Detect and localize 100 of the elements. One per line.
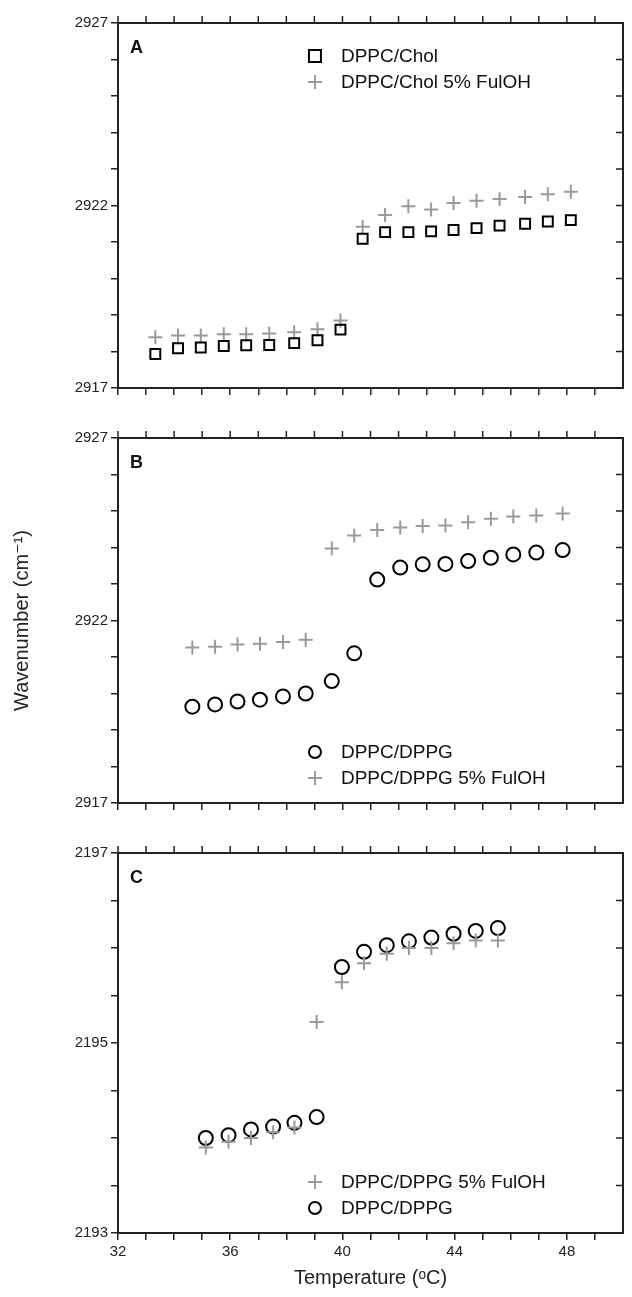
point	[308, 1014, 325, 1031]
point	[192, 327, 209, 344]
point	[149, 348, 162, 361]
point	[217, 340, 230, 352]
point	[554, 542, 571, 559]
point	[251, 635, 268, 652]
point	[437, 517, 454, 534]
point	[251, 691, 268, 708]
point	[505, 508, 522, 525]
point	[423, 201, 440, 218]
annotation: C	[130, 866, 143, 887]
legend-label: DPPC/DPPG	[340, 1197, 453, 1219]
point	[467, 922, 484, 939]
point	[554, 505, 571, 522]
legend-label: DPPC/DPPG	[340, 741, 453, 763]
point	[528, 507, 545, 524]
x-tick-label: 36	[221, 1242, 239, 1260]
point	[333, 959, 350, 975]
y-tick-label: 2922	[74, 610, 108, 628]
point	[286, 1114, 303, 1131]
point	[323, 673, 340, 690]
point	[263, 338, 276, 351]
point	[354, 218, 371, 235]
point	[346, 645, 363, 662]
point	[323, 540, 340, 557]
point	[229, 636, 246, 653]
x-tick-label: 40	[334, 1242, 351, 1260]
point	[468, 192, 485, 209]
point	[414, 517, 431, 534]
point	[308, 1109, 325, 1126]
point	[184, 639, 201, 656]
annotation: A	[130, 36, 143, 57]
point	[423, 940, 440, 956]
legend-label: DPPC/Chol 5% FulOH	[340, 71, 532, 93]
point	[229, 693, 246, 710]
y-tick-label: 2197	[74, 843, 108, 861]
point	[489, 932, 506, 949]
point	[356, 955, 373, 972]
legend-label: DPPC/DPPG 5% FulOH	[340, 767, 546, 789]
point	[242, 1130, 259, 1146]
y-tick-label: 2927	[74, 428, 108, 446]
point	[369, 521, 386, 538]
point	[378, 937, 395, 954]
point	[311, 334, 324, 347]
point	[528, 544, 545, 561]
point	[297, 631, 314, 648]
point	[172, 342, 184, 355]
point	[437, 555, 454, 572]
point	[332, 312, 349, 329]
point	[356, 943, 373, 960]
point	[197, 1130, 214, 1146]
point	[392, 559, 409, 576]
point	[346, 527, 363, 544]
y-tick-label: 2917	[74, 793, 108, 811]
point	[402, 226, 415, 239]
point	[423, 929, 440, 946]
point	[240, 339, 253, 352]
point	[470, 222, 483, 235]
point	[562, 183, 579, 200]
point	[489, 920, 506, 937]
point	[392, 519, 409, 536]
point	[414, 556, 431, 573]
point	[170, 327, 187, 344]
point	[286, 1119, 303, 1136]
point	[207, 638, 224, 655]
y-tick-label: 2917	[74, 378, 108, 396]
point	[482, 549, 499, 566]
point	[482, 510, 499, 527]
x-tick-label: 32	[109, 1242, 127, 1260]
point	[242, 1121, 259, 1138]
point	[517, 189, 534, 206]
point	[377, 206, 394, 223]
point	[493, 219, 506, 232]
point	[147, 329, 164, 346]
y-tick-label: 2922	[74, 195, 108, 213]
point	[519, 217, 532, 230]
point	[333, 974, 350, 991]
y-tick-label: 2195	[74, 1033, 108, 1051]
point	[467, 932, 484, 949]
x-tick-label: 48	[558, 1242, 576, 1260]
legend-label: DPPC/Chol	[340, 45, 439, 67]
point	[274, 634, 291, 651]
point	[445, 194, 462, 211]
annotation: B	[130, 451, 143, 472]
point	[491, 190, 508, 207]
point	[445, 935, 462, 952]
point	[297, 685, 314, 702]
point	[334, 323, 347, 336]
y-axis-title: Wavenumber (cm⁻¹)	[9, 530, 32, 711]
y-tick-label: 2193	[74, 1223, 108, 1241]
point	[265, 1118, 282, 1135]
x-tick-label: 44	[446, 1242, 464, 1260]
point	[220, 1127, 237, 1144]
point	[197, 1139, 214, 1156]
point	[460, 514, 477, 531]
point	[356, 232, 369, 245]
point	[369, 571, 386, 588]
point	[220, 1133, 237, 1150]
point	[288, 337, 301, 350]
point	[400, 933, 417, 950]
